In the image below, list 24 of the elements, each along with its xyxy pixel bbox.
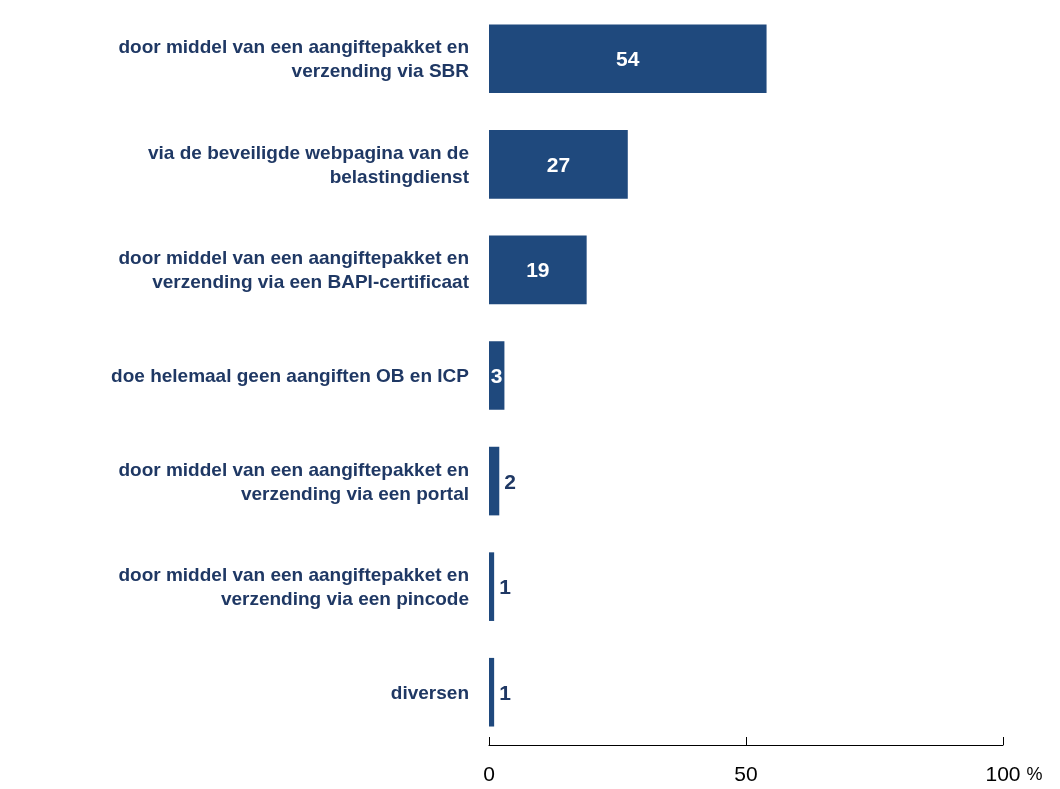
bar <box>489 130 628 199</box>
bar <box>489 552 495 621</box>
bar <box>489 446 500 516</box>
data-label: 2 <box>504 469 516 493</box>
bar <box>489 235 587 305</box>
x-tick-label: 100 <box>985 762 1021 785</box>
data-label: 1 <box>499 575 512 599</box>
bar <box>489 657 495 727</box>
x-tick-label: 50 <box>734 762 758 785</box>
y-tick-label: via de beveiligde webpagina van de belastingdienst <box>148 141 470 187</box>
data-label: 27 <box>546 152 571 176</box>
y-tick-label: diversen <box>390 681 469 703</box>
y-tick-label: doe helemaal geen aangiften OB en ICP <box>111 365 470 386</box>
data-label: 54 <box>616 47 640 71</box>
data-label: 3 <box>490 364 503 387</box>
y-tick-label: door middel van een aangiftepakket en verzending via een pincode <box>118 564 469 610</box>
bar <box>489 24 767 94</box>
y-tick-label: door middel van een aangiftepakket en verzending via een portal <box>118 458 469 504</box>
y-tick-label: door middel van een aangiftepakket en verzending via SBR <box>118 36 470 82</box>
x-axis-title: % <box>1026 764 1043 784</box>
y-tick-label: door middel van een aangiftepakket en verzending via een BAPI-certificaat <box>118 247 470 293</box>
x-tick-label: 0 <box>483 762 495 785</box>
data-label: 19 <box>526 258 550 282</box>
data-label: 1 <box>499 680 512 704</box>
